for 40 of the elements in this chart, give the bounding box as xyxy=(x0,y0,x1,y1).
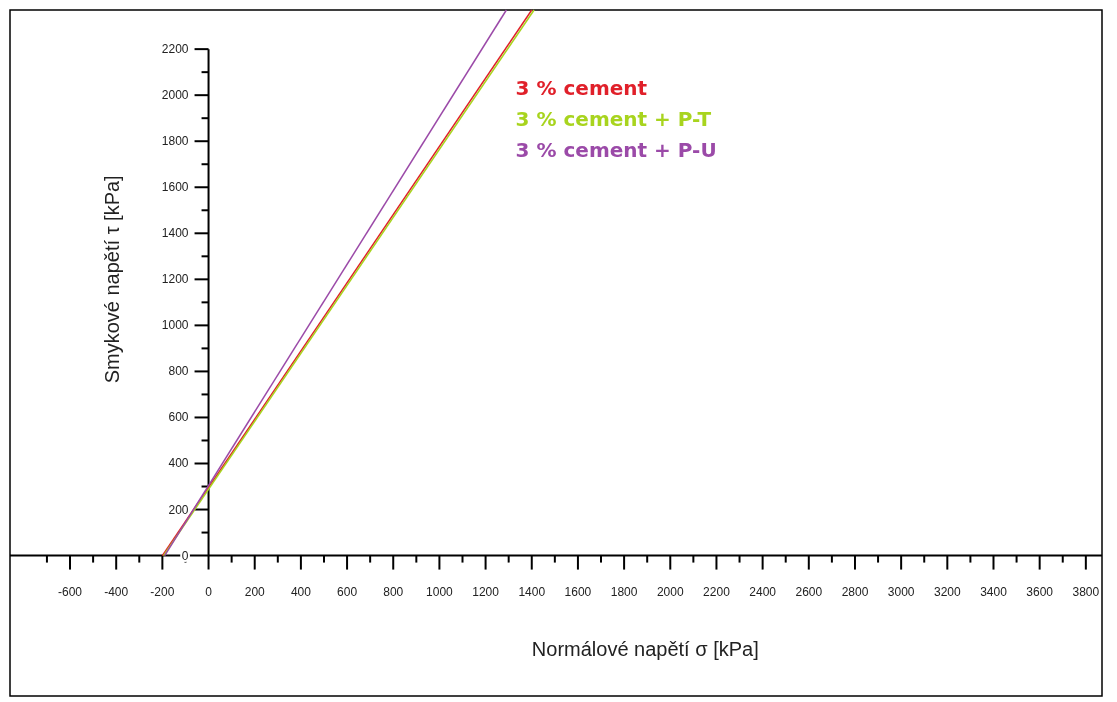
x-tick-label: 1600 xyxy=(564,584,592,599)
x-tick-label: 2000 xyxy=(656,584,684,599)
y-tick-label: 0 xyxy=(181,548,189,563)
y-tick-label: 1800 xyxy=(161,134,189,149)
x-tick-label: 3000 xyxy=(887,584,915,599)
series-label: 3 % cement xyxy=(515,76,648,101)
x-tick-label: 3200 xyxy=(933,584,961,599)
x-tick-label: 200 xyxy=(244,584,266,599)
x-tick-label: -600 xyxy=(58,584,83,599)
x-tick-label: 1200 xyxy=(472,584,500,599)
y-tick-label: 400 xyxy=(168,456,189,471)
x-tick-label: 2600 xyxy=(795,584,823,599)
x-tick-label: 3400 xyxy=(980,584,1008,599)
y-tick-label: 600 xyxy=(168,410,189,425)
x-tick-label: -200 xyxy=(150,584,175,599)
y-tick-label: 1200 xyxy=(161,272,189,287)
x-tick-label: 3600 xyxy=(1026,584,1054,599)
y-tick-label: 2200 xyxy=(161,42,189,57)
y-tick-label: 200 xyxy=(168,502,189,517)
x-tick-label: 3800 xyxy=(1072,584,1100,599)
x-tick-label: -400 xyxy=(104,584,129,599)
x-tick-label: 1400 xyxy=(518,584,546,599)
y-axis-title: Smykové napětí τ [kPa] xyxy=(100,175,123,384)
x-axis-title: Normálové napětí σ [kPa] xyxy=(531,637,759,660)
x-tick-label: 2400 xyxy=(749,584,777,599)
x-tick-label: 2800 xyxy=(841,584,869,599)
y-tick-label: 2000 xyxy=(161,88,189,103)
x-tick-label: 800 xyxy=(383,584,404,599)
series-label: 3 % cement + P-T xyxy=(515,107,712,132)
x-tick-label: 2200 xyxy=(703,584,731,599)
y-tick-label: 1000 xyxy=(161,318,189,333)
x-tick-label: 1000 xyxy=(426,584,454,599)
x-tick-label: 0 xyxy=(205,584,213,599)
x-tick-label: 600 xyxy=(337,584,358,599)
x-tick-label: 1800 xyxy=(610,584,638,599)
y-tick-label: 1600 xyxy=(161,180,189,195)
y-tick-label: 1400 xyxy=(161,226,189,241)
text: 3 % cement + P-U xyxy=(515,138,717,163)
x-tick-label: 400 xyxy=(290,584,312,599)
y-tick-label: 800 xyxy=(168,364,189,379)
